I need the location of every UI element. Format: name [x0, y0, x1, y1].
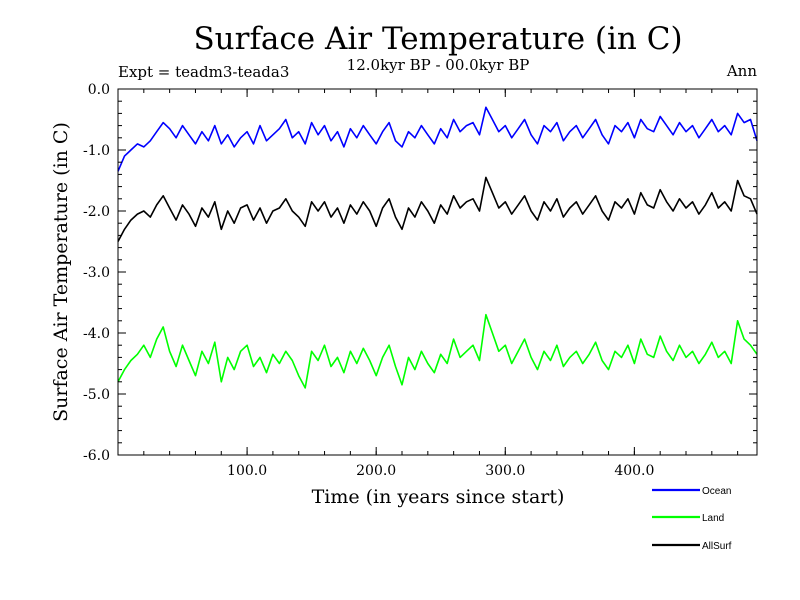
- y-tick-label: -4.0: [83, 326, 110, 342]
- legend-label-land: Land: [702, 513, 724, 524]
- legend: Ocean Land AllSurf: [652, 486, 732, 552]
- x-tick-label: 100.0: [227, 463, 267, 479]
- plot-area: 0.0 -1.0 -2.0 -3.0 -4.0 -5.0 -6.0 100.0 200.0 300…: [83, 82, 758, 479]
- time-range-label: 12.0kyr BP - 00.0kyr BP: [347, 56, 530, 74]
- axis-ticks: 0.0 -1.0 -2.0 -3.0 -4.0 -5.0 -6.0 100.0 200.0 300…: [83, 82, 757, 479]
- season-label: Ann: [726, 62, 757, 80]
- y-tick-label: -2.0: [83, 204, 110, 220]
- y-tick-label: -3.0: [83, 265, 110, 281]
- x-tick-label: 400.0: [614, 463, 654, 479]
- series-line-allsurf: [117, 176, 758, 242]
- y-tick-label: -5.0: [83, 387, 110, 403]
- x-tick-label: 200.0: [356, 463, 396, 479]
- x-axis-label: Time (in years since start): [312, 486, 565, 508]
- y-axis-label: Surface Air Temperature (in C): [50, 122, 72, 422]
- series-line-land: [117, 313, 758, 389]
- y-tick-label: -6.0: [83, 448, 110, 464]
- series-line-ocean: [117, 106, 758, 172]
- legend-label-ocean: Ocean: [702, 486, 731, 497]
- plot-frame: [117, 88, 758, 456]
- chart-title: Surface Air Temperature (in C): [193, 21, 682, 57]
- legend-label-allsurf: AllSurf: [702, 541, 732, 552]
- y-tick-label: 0.0: [88, 82, 110, 98]
- experiment-label: Expt = teadm3-teada3: [118, 63, 289, 81]
- x-tick-label: 300.0: [485, 463, 525, 479]
- y-tick-label: -1.0: [83, 143, 110, 159]
- series-layer: [117, 106, 758, 389]
